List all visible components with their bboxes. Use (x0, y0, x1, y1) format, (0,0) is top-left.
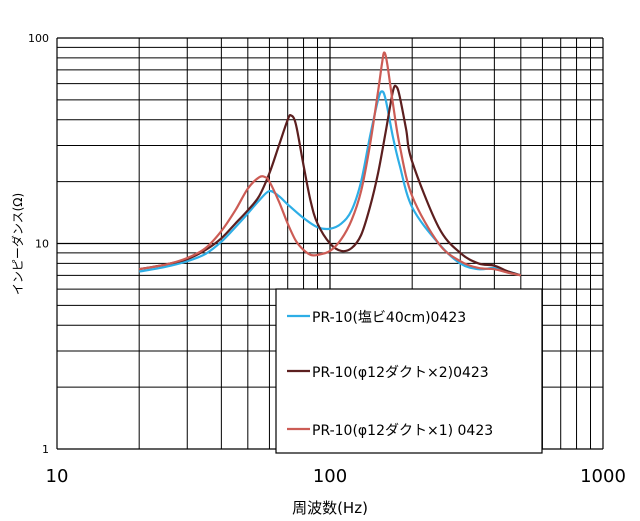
y-axis-title: インピーダンス(Ω) (10, 193, 25, 295)
x-axis-title: 周波数(Hz) (292, 499, 368, 517)
legend: PR-10(塩ビ40cm)0423 PR-10(φ12ダクト×2)0423 PR-1… (275, 288, 543, 454)
x-tick-label: 10 (46, 466, 69, 487)
series-line-2 (138, 84, 522, 277)
series-lines (138, 51, 522, 277)
x-tick-label: 100 (313, 466, 347, 487)
legend-box (275, 288, 543, 454)
tick-labels: 10 100 1000 1 10 100 (28, 32, 626, 487)
x-tick-label: 1000 (580, 466, 626, 487)
series-line-3 (138, 51, 522, 277)
legend-label-3: PR-10(φ12ダクト×1) 0423 (312, 423, 493, 439)
legend-label-1: PR-10(塩ビ40cm)0423 (312, 310, 466, 326)
legend-label-2: PR-10(φ12ダクト×2)0423 (312, 365, 489, 381)
y-tick-label: 10 (35, 238, 49, 251)
y-tick-label: 100 (28, 32, 49, 45)
y-tick-label: 1 (42, 443, 49, 456)
